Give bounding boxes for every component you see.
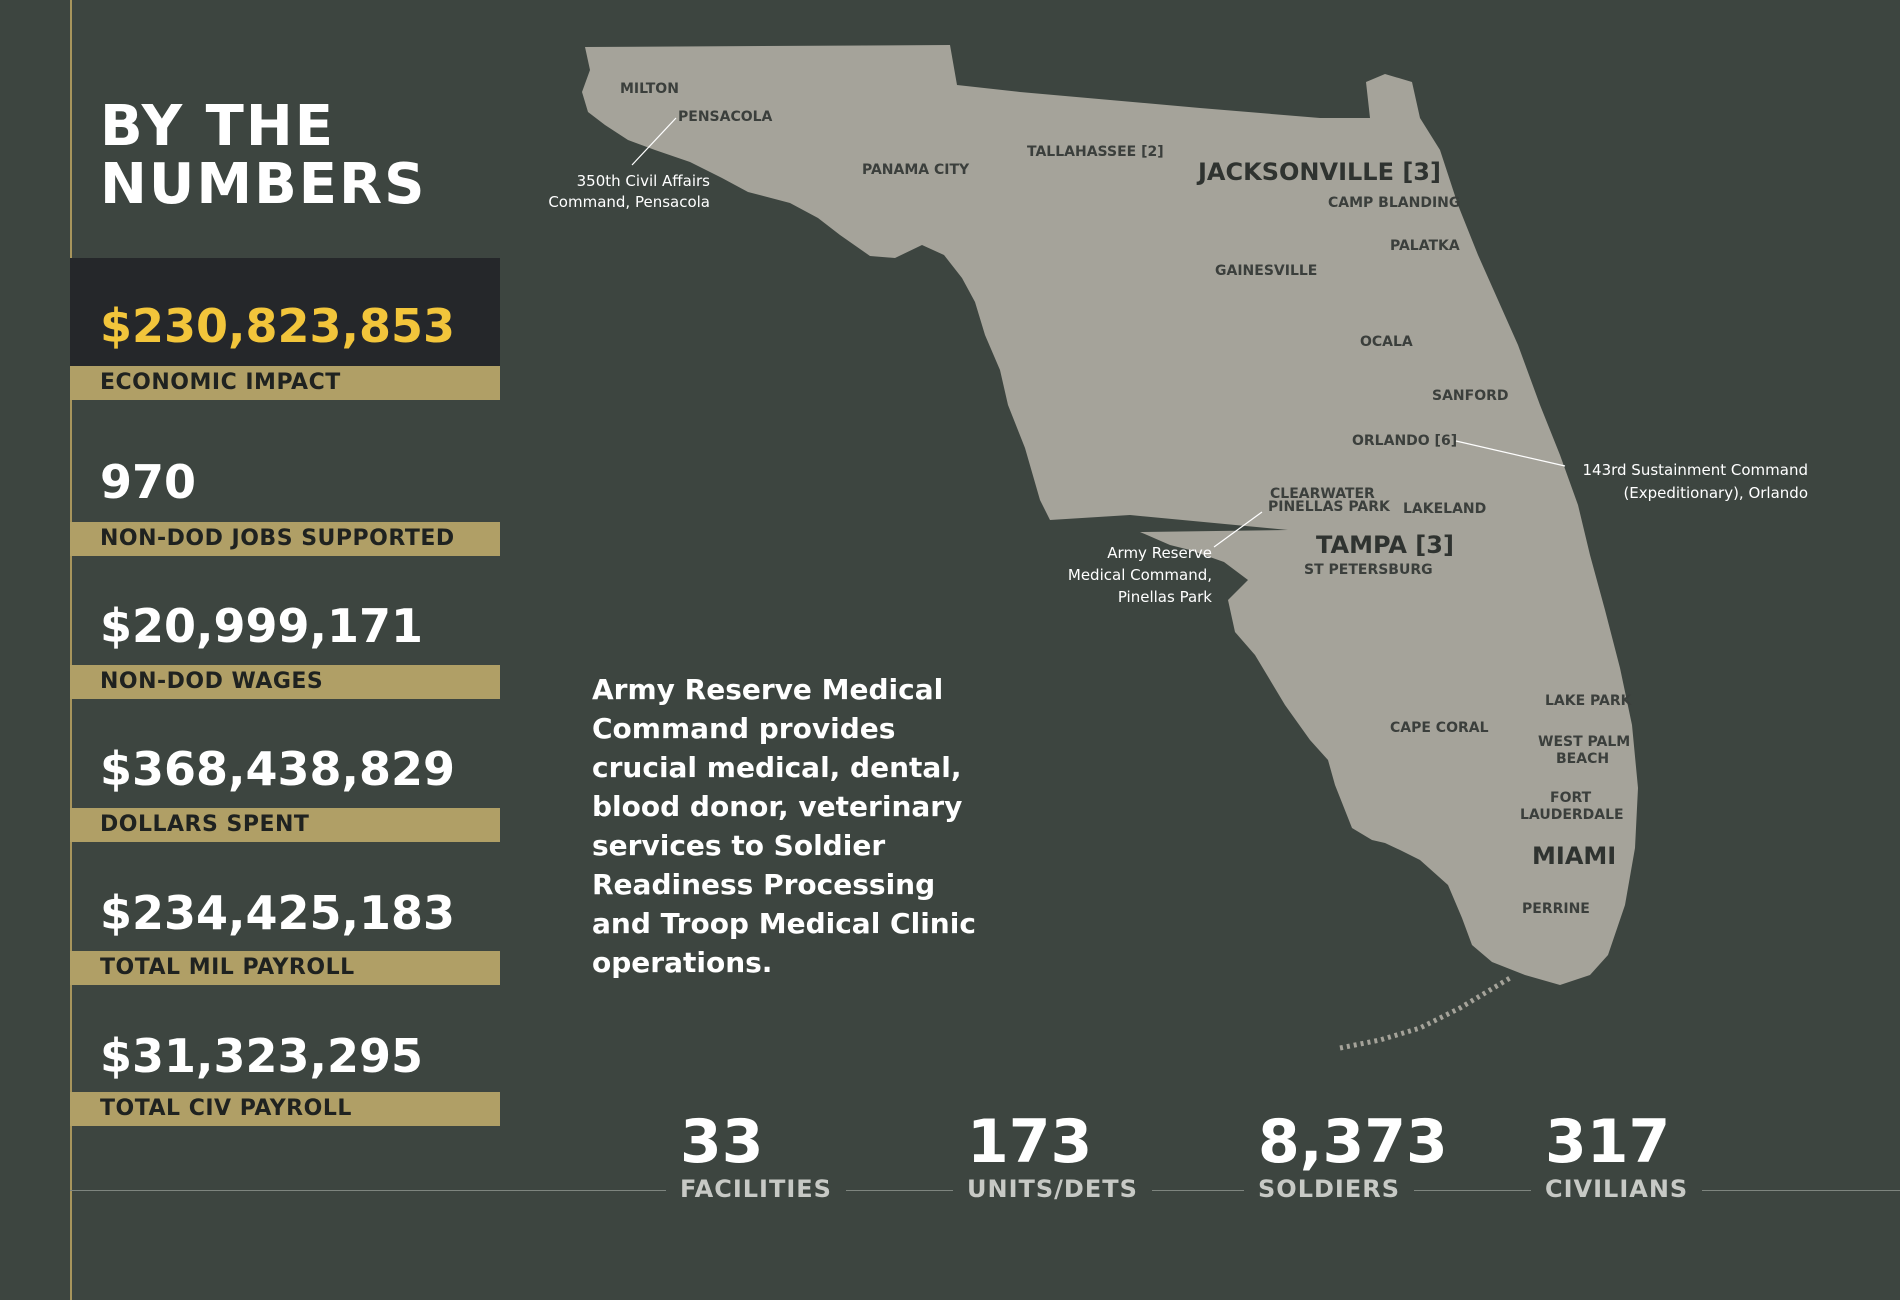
callout-line-orlando: [1455, 440, 1566, 467]
metric-value-civilians: 317: [1545, 1107, 1671, 1177]
callout-medical-line-3: Pinellas Park: [1118, 588, 1212, 606]
city-west-palm-beach-1: WEST PALM: [1538, 734, 1630, 750]
metric-label-civilians: CIVILIANS: [1531, 1174, 1703, 1204]
city-cape-coral: CAPE CORAL: [1390, 720, 1489, 736]
stat-label-wages: NON-DOD WAGES: [70, 665, 500, 699]
city-st-petersburg: ST PETERSBURG: [1304, 562, 1433, 578]
callout-sustainment-line-1: 143rd Sustainment Command: [1582, 461, 1808, 479]
stat-value-wages: $20,999,171: [100, 599, 424, 653]
stat-label-dollars-spent: DOLLARS SPENT: [70, 808, 500, 842]
city-lakeland: LAKELAND: [1403, 501, 1486, 517]
metric-label-facilities: FACILITIES: [666, 1174, 846, 1204]
stat-label-civ-payroll: TOTAL CIV PAYROLL: [70, 1092, 500, 1126]
highlight-stat-background: [70, 258, 500, 366]
title-line-1: BY THE: [100, 94, 335, 159]
metric-units: 173 UNITS/DETS: [953, 1107, 1152, 1204]
florida-keys: [1339, 975, 1512, 1051]
stat-value-dollars-spent: $368,438,829: [100, 742, 456, 796]
city-clearwater: CLEARWATER: [1270, 486, 1375, 502]
city-ocala: OCALA: [1360, 334, 1413, 350]
city-tallahassee: TALLAHASSEE [2]: [1027, 144, 1164, 160]
city-pinellas-park: PINELLAS PARK: [1268, 499, 1391, 515]
callout-civil-affairs-line-1: 350th Civil Affairs: [577, 172, 711, 190]
stat-value-jobs: 970: [100, 455, 197, 509]
callout-medical-line-2: Medical Command,: [1068, 566, 1212, 584]
title-line-2: NUMBERS: [100, 152, 427, 217]
stat-label-mil-payroll: TOTAL MIL PAYROLL: [70, 951, 500, 985]
city-panama-city: PANAMA CITY: [862, 162, 970, 178]
metric-facilities: 33 FACILITIES: [666, 1107, 846, 1204]
city-sanford: SANFORD: [1432, 388, 1509, 404]
left-accent-line: [70, 0, 72, 1300]
stat-label-economic-impact: ECONOMIC IMPACT: [70, 366, 500, 400]
callout-line-pinellas: [1213, 511, 1263, 548]
metric-value-soldiers: 8,373: [1258, 1107, 1448, 1177]
city-camp-blanding: CAMP BLANDING: [1328, 195, 1460, 211]
city-lake-park: LAKE PARK: [1545, 693, 1633, 709]
city-gainesville: GAINESVILLE: [1215, 263, 1317, 279]
metric-value-units: 173: [967, 1107, 1093, 1177]
city-palatka: PALATKA: [1390, 238, 1460, 254]
mission-description: Army Reserve Medical Command provides cr…: [592, 673, 976, 979]
stat-value-economic-impact: $230,823,853: [100, 299, 456, 353]
metric-label-units: UNITS/DETS: [953, 1174, 1152, 1204]
city-tampa: TAMPA [3]: [1316, 531, 1454, 559]
metric-label-soldiers: SOLDIERS: [1244, 1174, 1414, 1204]
florida-shape: [582, 45, 1638, 985]
callout-line-pensacola: [631, 117, 677, 166]
stat-label-jobs: NON-DOD JOBS SUPPORTED: [70, 522, 500, 556]
stat-value-mil-payroll: $234,425,183: [100, 886, 456, 940]
page-title: BY THE NUMBERS: [100, 98, 426, 214]
metric-value-facilities: 33: [680, 1107, 764, 1177]
city-pensacola: PENSACOLA: [678, 109, 773, 125]
florida-map: MILTON PENSACOLA PANAMA CITY TALLAHASSEE…: [548, 45, 1808, 1051]
callout-civil-affairs-line-2: Command, Pensacola: [548, 193, 710, 211]
city-fort-lauderdale-1: FORT: [1550, 790, 1592, 806]
city-jacksonville: JACKSONVILLE [3]: [1196, 158, 1441, 186]
city-orlando: ORLANDO [6]: [1352, 433, 1457, 449]
callout-medical-line-1: Army Reserve: [1107, 544, 1212, 562]
metric-soldiers: 8,373 SOLDIERS: [1244, 1107, 1448, 1204]
city-west-palm-beach-2: BEACH: [1556, 751, 1609, 767]
city-perrine: PERRINE: [1522, 901, 1590, 917]
city-fort-lauderdale-2: LAUDERDALE: [1520, 807, 1624, 823]
city-milton: MILTON: [620, 81, 679, 97]
stat-value-civ-payroll: $31,323,295: [100, 1029, 424, 1083]
metric-civilians: 317 CIVILIANS: [1531, 1107, 1703, 1204]
callout-sustainment-line-2: (Expeditionary), Orlando: [1623, 484, 1808, 502]
city-miami: MIAMI: [1532, 842, 1616, 870]
